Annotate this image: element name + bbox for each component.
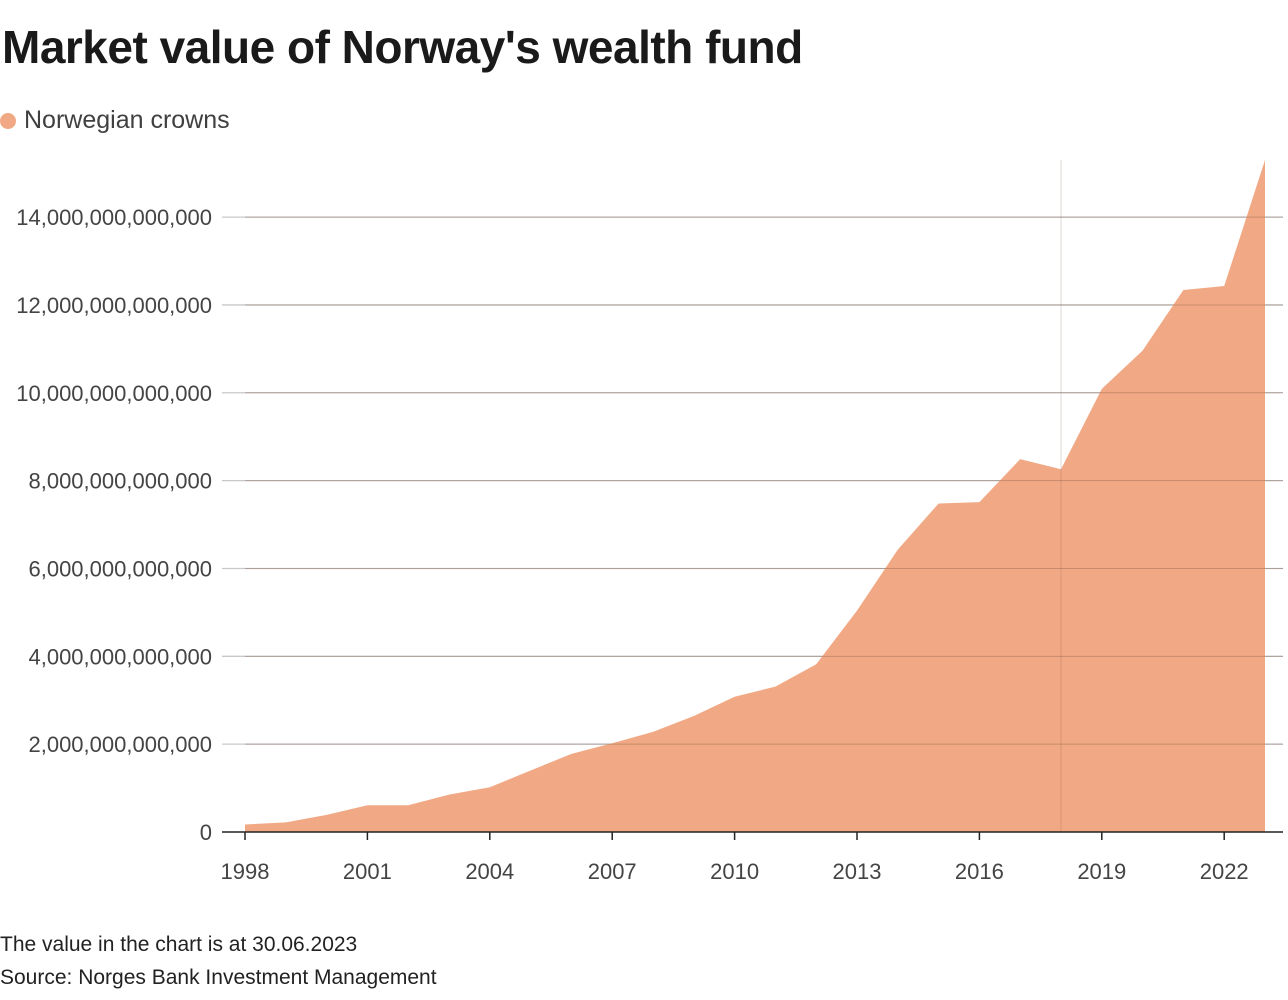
area-chart: 0 2,000,000,000,000 4,000,000,000,000 6,000… (16, 160, 1283, 884)
x-tick-label-5: 2013 (833, 859, 882, 884)
y-tick-label-4: 8,000,000,000,000 (28, 469, 212, 494)
chart-note: The value in the chart is at 30.06.2023 (0, 933, 358, 956)
x-tick-label-0: 1998 (221, 859, 270, 884)
y-tick-label-0: 0 (200, 820, 212, 845)
x-tick-label-8: 2022 (1200, 859, 1249, 884)
y-tick-label-5: 10,000,000,000,000 (16, 381, 212, 406)
y-tick-label-3: 6,000,000,000,000 (28, 556, 212, 581)
x-tick-label-3: 2007 (588, 859, 637, 884)
y-tick-label-6: 12,000,000,000,000 (16, 293, 212, 318)
x-tick-label-7: 2019 (1077, 859, 1126, 884)
chart-title: Market value of Norway's wealth fund (2, 21, 803, 73)
series-area (245, 160, 1265, 832)
legend: Norwegian crowns (0, 106, 230, 135)
legend-label: Norwegian crowns (24, 106, 230, 134)
x-tick-label-4: 2010 (710, 859, 759, 884)
y-tick-label-1: 2,000,000,000,000 (28, 732, 212, 757)
y-tick-label-2: 4,000,000,000,000 (28, 644, 212, 669)
legend-swatch (0, 112, 16, 129)
x-tick-label-6: 2016 (955, 859, 1004, 884)
x-tick-label-2: 2004 (465, 859, 514, 884)
y-tick-label-7: 14,000,000,000,000 (16, 205, 212, 230)
x-tick-label-1: 2001 (343, 859, 392, 884)
chart-source: Source: Norges Bank Investment Managemen… (0, 966, 437, 989)
